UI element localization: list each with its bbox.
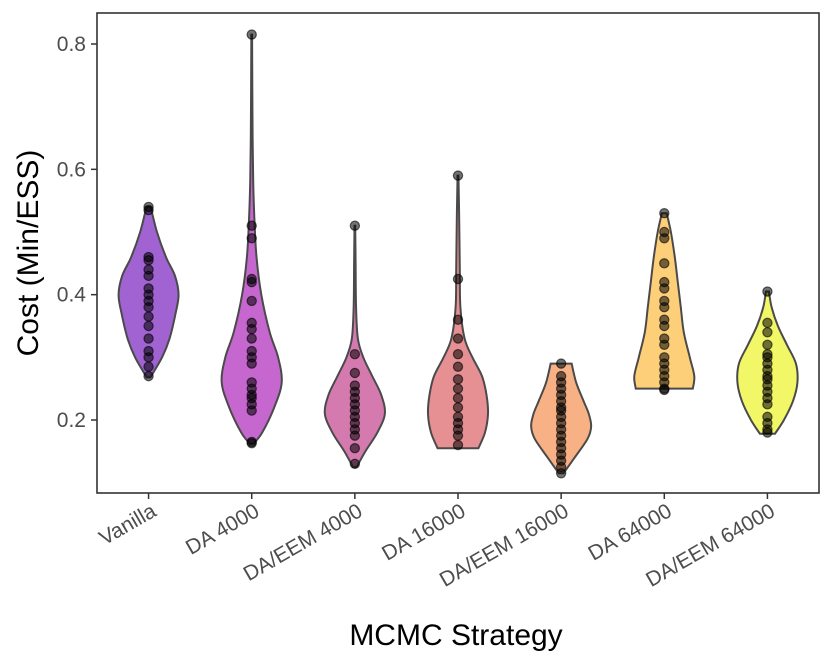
data-point [659,320,670,332]
data-point [659,233,670,244]
data-point [349,220,361,231]
data-point [246,358,257,369]
data-point [452,349,464,360]
y-axis: 0.2 0.4 0.6 0.8 [57,33,97,432]
data-point [143,311,154,322]
data-point [452,361,464,372]
data-point [762,327,773,338]
y-tick-label: 0.6 [57,158,86,181]
data-point [246,276,257,288]
points-layer [143,29,773,479]
data-point [762,427,773,438]
x-axis-title: MCMC Strategy [349,619,562,652]
data-point [452,374,464,385]
data-point [349,349,361,360]
data-point [452,170,464,181]
data-point [659,302,670,313]
y-tick-label: 0.2 [57,409,86,432]
data-point [143,270,154,282]
data-point [452,333,464,344]
data-point [659,384,670,396]
data-point [143,302,154,313]
data-point [246,29,257,40]
data-point [555,358,567,369]
data-point [452,392,464,404]
data-point [246,220,257,231]
data-point [659,339,670,350]
data-point [246,295,257,307]
data-point [349,443,361,454]
data-point [143,333,154,344]
data-point [452,273,464,285]
data-point [246,233,257,244]
data-point [452,439,464,451]
data-point [659,207,670,219]
data-point [452,383,464,394]
data-point [762,399,773,410]
data-point [143,361,154,372]
data-point [349,367,361,379]
data-point [143,320,154,332]
data-point [246,437,257,449]
data-point [762,317,773,329]
y-tick-label: 0.4 [57,284,87,307]
data-point [246,405,257,416]
data-point [452,314,464,325]
data-point [143,352,154,363]
data-point [762,286,773,297]
data-point [349,458,361,470]
data-point [659,258,670,269]
data-point [452,402,464,413]
y-axis-title: Cost (Min/ESS) [12,150,45,357]
data-point [143,204,154,216]
data-point [349,430,361,441]
data-point [143,255,154,266]
data-point [659,283,670,294]
data-point [555,468,567,479]
y-tick-label: 0.8 [57,33,86,56]
data-point [246,323,257,335]
data-point [452,430,464,441]
data-point [762,339,773,350]
data-point [143,370,154,382]
data-point [246,333,257,344]
